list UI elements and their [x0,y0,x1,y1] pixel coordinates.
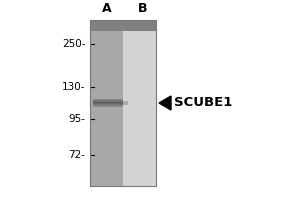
Text: A: A [102,2,111,16]
Text: 95-: 95- [68,114,86,124]
Bar [93,101,123,102]
Text: 250-: 250- [62,39,85,49]
Bar [123,101,127,105]
Text: B: B [138,2,147,16]
Text: 72-: 72- [68,150,86,160]
Bar [93,100,123,101]
Bar [90,20,156,31]
Bar [123,20,156,186]
Bar [93,103,123,104]
Bar [93,99,123,100]
Bar [93,105,123,106]
Polygon shape [159,96,171,110]
Bar [93,102,123,103]
Text: 130-: 130- [62,82,85,92]
Bar [90,20,123,186]
Bar [90,20,156,186]
Text: SCUBE1: SCUBE1 [174,96,233,109]
Bar [93,106,123,107]
Bar [93,104,123,105]
